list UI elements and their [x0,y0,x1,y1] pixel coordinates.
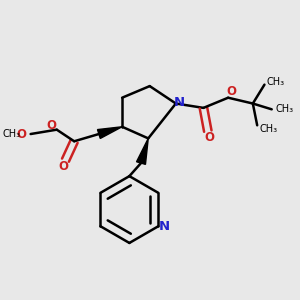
Text: CH₃: CH₃ [275,104,293,114]
Text: N: N [159,220,170,233]
Polygon shape [136,138,148,164]
Text: O: O [226,85,237,98]
Text: CH₃: CH₃ [260,124,278,134]
Text: O: O [46,119,56,132]
Text: CH₃: CH₃ [2,129,20,139]
Text: CH₃: CH₃ [267,77,285,87]
Text: O: O [16,128,26,140]
Text: O: O [204,131,214,144]
Text: N: N [174,96,185,109]
Polygon shape [98,127,122,139]
Text: O: O [58,160,68,173]
